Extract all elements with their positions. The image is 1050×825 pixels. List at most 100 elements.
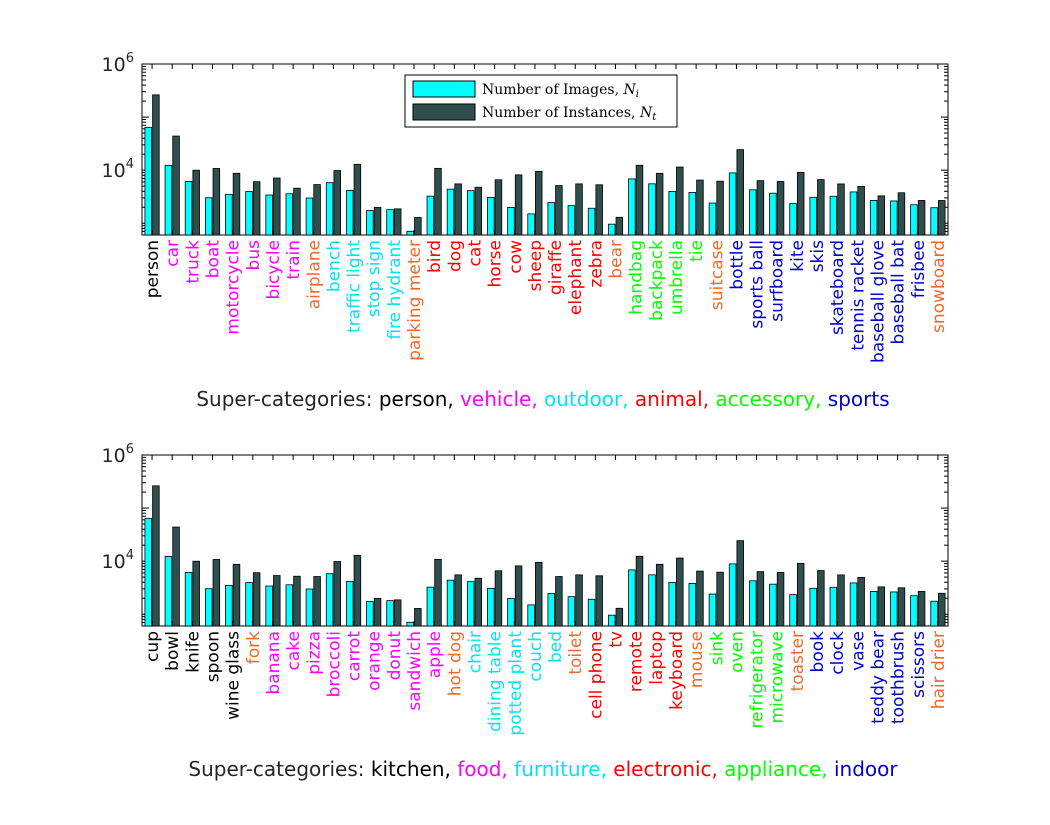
category-label-baseball-bat: baseball bat	[889, 240, 909, 345]
bar-images-sandwich	[406, 621, 414, 627]
bar-instances-handbag	[635, 164, 644, 236]
bar-instances-train	[293, 187, 301, 236]
plot-frame	[141, 63, 949, 236]
category-label-refrigerator: refrigerator	[748, 631, 768, 728]
bar-instances-motorcycle	[232, 172, 241, 236]
bar-images-baseball-glove	[869, 200, 878, 236]
category-label-toothbrush: toothbrush	[889, 631, 909, 724]
bar-images-parking-meter	[406, 230, 414, 236]
caption-item-kitchen-: kitchen,	[371, 757, 451, 781]
bar-images-wine-glass	[225, 584, 233, 627]
bar-instances-spoon	[212, 559, 221, 627]
bar-images-laptop	[648, 574, 656, 627]
bar-instances-baseball-bat	[897, 192, 906, 236]
bar-images-cake	[285, 584, 294, 627]
bar-images-elephant	[567, 205, 576, 236]
bar-images-bed	[547, 593, 555, 627]
category-label-truck: truck	[183, 240, 203, 284]
bar-instances-chair	[474, 577, 483, 627]
bar-images-motorcycle	[225, 193, 233, 236]
category-label-toaster: toaster	[788, 631, 808, 691]
bar-images-vase	[849, 582, 858, 627]
bar-instances-dining-table	[494, 570, 503, 627]
bar-images-bicycle	[265, 194, 273, 236]
category-label-handbag: handbag	[627, 240, 647, 315]
bar-images-banana	[265, 585, 273, 627]
bar-images-microwave	[769, 583, 777, 627]
bar-images-skateboard	[829, 195, 838, 236]
bar-images-bird	[426, 195, 435, 236]
bar-instances-cake	[293, 575, 301, 627]
category-label-person: person	[143, 240, 163, 298]
bar-instances-bus	[252, 181, 261, 236]
bar-images-sports-ball	[749, 189, 757, 236]
bar-instances-book	[817, 570, 825, 627]
bar-images-bowl	[164, 556, 173, 627]
category-label-stop-sign: stop sign	[365, 240, 385, 317]
bar-images-boat	[204, 197, 213, 236]
category-label-sheep: sheep	[526, 240, 546, 291]
bar-images-cow	[507, 207, 515, 236]
bar-images-surfboard	[769, 192, 777, 236]
category-label-airplane: airplane	[304, 240, 324, 309]
category-label-cup: cup	[143, 631, 163, 662]
bar-images-bottle	[728, 172, 737, 236]
category-label-apple: apple	[425, 631, 445, 678]
bar-instances-banana	[273, 575, 281, 627]
bar-images-tie	[688, 191, 697, 236]
bar-instances-dog	[454, 183, 462, 236]
y-tick-exponent: 6	[126, 51, 134, 66]
caption-item--furniture-: furniture,	[508, 757, 607, 781]
category-label-remote: remote	[627, 631, 647, 692]
bar-images-bear	[607, 223, 616, 236]
category-label-dog: dog	[445, 240, 465, 272]
bar-images-umbrella	[668, 191, 676, 236]
bar-images-couch	[527, 604, 535, 627]
bar-instances-kite	[796, 171, 805, 236]
category-label-motorcycle: motorcycle	[224, 240, 244, 335]
category-label-parking-meter: parking meter	[405, 240, 425, 361]
caption-item--sports: sports	[821, 387, 889, 411]
bar-instances-potted-plant	[514, 565, 523, 627]
bar-instances-cup	[152, 485, 160, 627]
y-tick-base: 10	[102, 445, 126, 467]
bar-images-dog	[446, 188, 455, 236]
y-tick-exponent: 4	[126, 157, 134, 172]
category-label-clock: clock	[828, 631, 848, 675]
category-label-book: book	[808, 631, 828, 673]
category-label-zebra: zebra	[586, 240, 606, 288]
category-label-baseball-glove: baseball glove	[868, 240, 888, 363]
bar-images-dining-table	[487, 587, 495, 627]
category-label-hair-drier: hair drier	[929, 631, 949, 709]
category-label-microwave: microwave	[768, 631, 788, 724]
bar-images-airplane	[305, 197, 314, 236]
category-label-orange: orange	[365, 631, 385, 691]
category-label-broccoli: broccoli	[324, 631, 344, 697]
bar-instances-toaster	[796, 562, 805, 627]
caption-item--appliance-: appliance,	[718, 757, 828, 781]
category-label-vase: vase	[848, 631, 868, 671]
caption-item--outdoor-: outdoor,	[538, 387, 629, 411]
category-label-kite: kite	[788, 240, 808, 272]
bar-images-person	[144, 126, 152, 236]
bar-instances-cell-phone	[595, 575, 603, 627]
bar-images-spoon	[204, 588, 213, 627]
bar-images-sheep	[527, 213, 535, 236]
bar-instances-oven	[736, 540, 744, 627]
bar-images-frisbee	[910, 204, 918, 236]
category-label-tie: tie	[687, 240, 707, 262]
bar-images-bench	[325, 182, 334, 236]
bar-instances-microwave	[776, 572, 785, 627]
bar-images-tennis-racket	[849, 191, 858, 236]
category-label-suitcase: suitcase	[707, 240, 727, 310]
bar-instances-broccoli	[333, 561, 341, 627]
bar-instances-scissors	[917, 591, 926, 627]
bar-instances-surfboard	[776, 181, 785, 236]
category-label-bed: bed	[546, 631, 566, 663]
bar-images-pizza	[305, 588, 314, 627]
bar-instances-toilet	[575, 574, 583, 627]
bar-instances-keyboard	[676, 557, 684, 627]
caption-item-person-: person,	[379, 387, 454, 411]
category-label-cow: cow	[506, 240, 526, 274]
